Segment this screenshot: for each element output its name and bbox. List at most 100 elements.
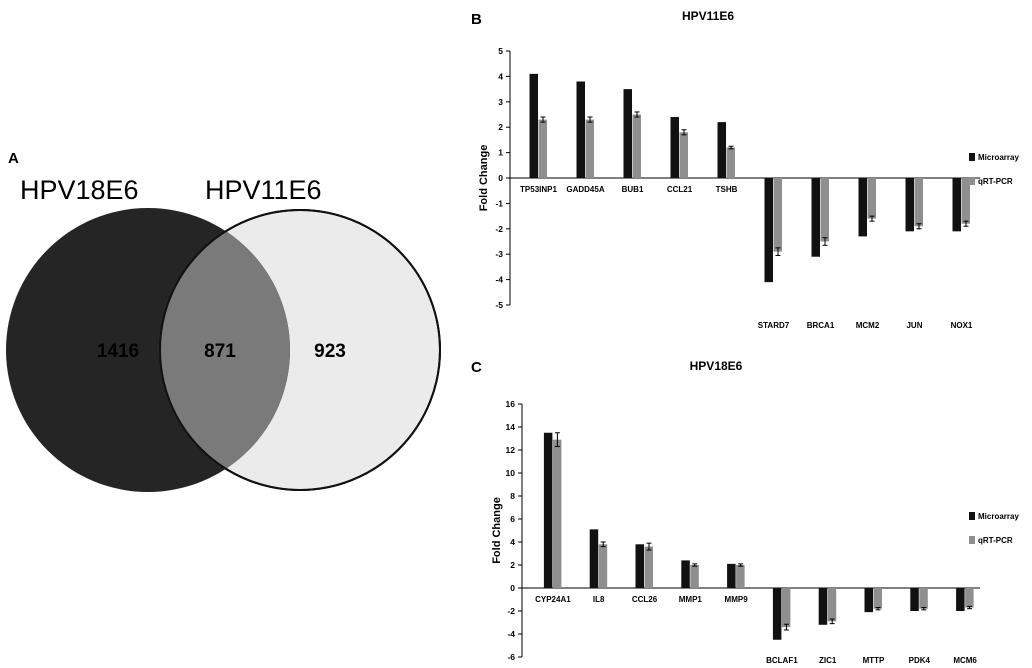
bar-qrt-pcr-brca1: [820, 178, 829, 242]
panel-label-c: C: [471, 359, 482, 376]
y-tick-label: 10: [506, 468, 516, 478]
category-label: IL8: [593, 595, 605, 604]
bar-microarray-il8: [589, 529, 599, 588]
venn-left-title: HPV18E6: [20, 175, 139, 205]
bar-qrt-pcr-tshb: [726, 147, 735, 178]
bar-microarray-nox1: [952, 178, 961, 232]
legend-entry: Microarray: [978, 153, 1019, 162]
y-tick-label: 6: [510, 514, 515, 524]
category-label: CCL26: [632, 595, 658, 604]
category-label: TP53INP1: [520, 185, 557, 194]
category-label: MMP1: [679, 595, 703, 604]
y-tick-label: -1: [495, 198, 503, 208]
category-label: MMP9: [725, 595, 749, 604]
y-tick-label: 8: [510, 491, 515, 501]
legend-swatch: [969, 177, 975, 185]
bar-qrt-pcr-tp53inp1: [538, 119, 547, 178]
venn-overlap-count: 871: [204, 341, 236, 362]
bar-qrt-pcr-bclaf1: [781, 588, 791, 628]
y-tick-label: 4: [510, 537, 515, 547]
bar-qrt-pcr-il8: [598, 544, 608, 588]
panel-label-a: A: [8, 150, 19, 167]
bar-microarray-stard7: [764, 178, 773, 283]
category-label: NOX1: [951, 321, 973, 330]
panel-label-b: B: [471, 11, 482, 28]
bar-qrt-pcr-mcm6: [965, 588, 974, 608]
y-tick-label: 0: [498, 173, 503, 183]
bar-qrt-pcr-cyp24a1: [552, 439, 562, 588]
bar-qrt-pcr-jun: [914, 178, 923, 227]
bar-microarray-brca1: [811, 178, 820, 257]
chart-hpv11e6: B HPV11E6 5 4 3 2 1 0 -1 -2 -3 -4 -5 Fold Change TP53I…: [471, 9, 1019, 330]
bar-microarray-gadd45a: [576, 81, 585, 178]
category-label: TSHB: [716, 185, 738, 194]
bar-qrt-pcr-mttp: [873, 588, 882, 609]
bar-microarray-pdk4: [910, 588, 919, 611]
legend-entry: qRT-PCR: [978, 177, 1013, 186]
bar-microarray-zic1: [818, 588, 828, 625]
bar-qrt-pcr-bub1: [632, 114, 641, 178]
legend-swatch: [969, 512, 975, 520]
venn-left-count: 1416: [97, 341, 139, 362]
chart-title: HPV11E6: [682, 9, 734, 23]
category-label: CCL21: [667, 185, 693, 194]
chart-hpv18e6: C HPV18E6 16 14 12 10 8 6 4 2 0 -2 -4 -6 Fold Change CY…: [471, 359, 1019, 665]
bar-microarray-mmp1: [681, 560, 690, 588]
category-label: PDK4: [909, 656, 931, 665]
y-tick-label: 14: [506, 422, 516, 432]
category-label: STARD7: [758, 321, 790, 330]
y-tick-label: 1: [498, 148, 503, 158]
bar-microarray-mcm6: [956, 588, 965, 611]
legend-entry: Microarray: [978, 512, 1019, 521]
y-axis-title: Fold Change: [478, 145, 490, 212]
chart-title: HPV18E6: [690, 359, 743, 373]
y-tick-label: 12: [506, 445, 516, 455]
y-tick-label: 4: [498, 71, 503, 81]
y-tick-label: -2: [495, 224, 503, 234]
venn-overlap-region: [160, 210, 290, 490]
y-tick-label: -6: [507, 652, 515, 662]
bar-microarray-cyp24a1: [543, 432, 553, 588]
category-label: MCM2: [856, 321, 880, 330]
bar-microarray-tp53inp1: [529, 73, 538, 178]
bar-microarray-mcm2: [858, 178, 867, 237]
bar-qrt-pcr-stard7: [773, 178, 782, 252]
venn-right-count: 923: [314, 341, 346, 362]
bar-microarray-bub1: [623, 89, 632, 178]
y-tick-label: 0: [510, 583, 515, 593]
bar-qrt-pcr-gadd45a: [585, 119, 594, 178]
bar-microarray-ccl26: [635, 544, 644, 588]
category-label: CYP24A1: [535, 595, 571, 604]
y-tick-label: -5: [495, 300, 503, 310]
bar-qrt-pcr-mmp1: [690, 565, 699, 588]
bar-microarray-tshb: [717, 122, 726, 178]
y-tick-label: 5: [498, 46, 503, 56]
y-tick-label: 16: [506, 399, 516, 409]
y-tick-label: 3: [498, 97, 503, 107]
bar-qrt-pcr-nox1: [961, 178, 970, 224]
y-tick-label: -3: [495, 249, 503, 259]
category-label: BCLAF1: [766, 656, 798, 665]
bar-microarray-bclaf1: [772, 588, 782, 640]
category-label: MTTP: [863, 656, 885, 665]
y-axis-title: Fold Change: [491, 497, 503, 564]
bar-qrt-pcr-ccl26: [644, 546, 653, 588]
bar-qrt-pcr-ccl21: [679, 132, 688, 178]
y-tick-label: -2: [507, 606, 515, 616]
category-label: ZIC1: [819, 656, 837, 665]
category-label: MCM6: [953, 656, 977, 665]
legend-swatch: [969, 536, 975, 544]
bar-microarray-ccl21: [670, 117, 679, 178]
bar-microarray-mmp9: [727, 563, 736, 588]
venn-diagram: A HPV18E6 HPV11E6 1416 871 923: [6, 150, 441, 492]
bar-qrt-pcr-mcm2: [867, 178, 876, 219]
venn-right-outline: [159, 209, 441, 491]
bar-qrt-pcr-zic1: [827, 588, 837, 622]
venn-right-title: HPV11E6: [205, 175, 322, 205]
bar-microarray-jun: [905, 178, 914, 232]
category-label: JUN: [906, 321, 922, 330]
y-tick-label: 2: [498, 122, 503, 132]
bar-qrt-pcr-pdk4: [919, 588, 928, 609]
y-tick-label: -4: [507, 629, 515, 639]
